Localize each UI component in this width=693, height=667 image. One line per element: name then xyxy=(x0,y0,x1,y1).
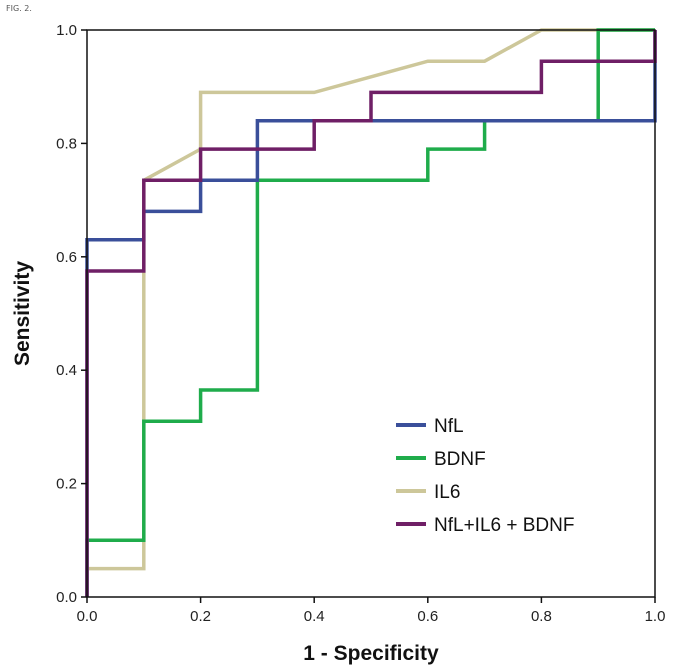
legend-label: BDNF xyxy=(434,449,486,470)
legend-label: NfL xyxy=(434,416,464,437)
x-tick-label: 0.0 xyxy=(77,608,98,625)
x-axis-title: 1 - Specificity xyxy=(303,642,439,665)
legend-label: NfL+IL6 + BDNF xyxy=(434,515,574,536)
y-axis-title: Sensitivity xyxy=(11,261,34,366)
figure-label: FIG. 2. xyxy=(6,4,32,13)
y-tick-label: 0.8 xyxy=(56,135,77,152)
x-tick-label: 0.8 xyxy=(531,608,552,625)
plot-frame xyxy=(86,29,656,598)
series-layer xyxy=(85,28,657,597)
y-tick-label: 0.2 xyxy=(56,476,77,493)
series-line-2 xyxy=(85,28,655,597)
legend: NfL BDNF IL6 NfL+IL6 + BDNF xyxy=(396,416,574,536)
y-tick-label: 1.0 xyxy=(56,22,77,39)
y-tick-label: 0.6 xyxy=(56,249,77,266)
x-tick-label: 0.4 xyxy=(304,608,325,625)
y-tick-label: 0.4 xyxy=(56,362,77,379)
y-tick-label: 0.0 xyxy=(56,589,77,606)
series-line-0 xyxy=(85,30,657,597)
series-line-3 xyxy=(85,30,657,597)
x-tick-label: 0.2 xyxy=(190,608,211,625)
x-tick-label: 1.0 xyxy=(645,608,666,625)
legend-label: IL6 xyxy=(434,482,460,503)
x-tick-label: 0.6 xyxy=(417,608,438,625)
ticks-layer: 0.0 0.2 0.4 0.6 0.8 1.0 0.0 0.2 0.4 0.6 0.8 1.0 xyxy=(56,22,665,625)
